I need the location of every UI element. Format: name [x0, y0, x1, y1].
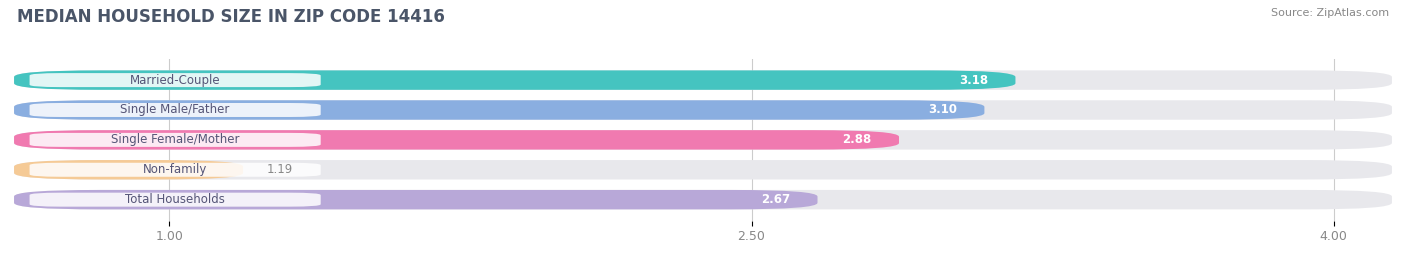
Text: Married-Couple: Married-Couple — [129, 74, 221, 87]
FancyBboxPatch shape — [14, 100, 984, 120]
FancyBboxPatch shape — [14, 130, 1392, 150]
Text: 3.18: 3.18 — [959, 74, 988, 87]
FancyBboxPatch shape — [30, 103, 321, 117]
FancyBboxPatch shape — [30, 163, 321, 177]
FancyBboxPatch shape — [14, 160, 243, 179]
Text: Single Female/Mother: Single Female/Mother — [111, 133, 239, 146]
Text: Single Male/Father: Single Male/Father — [121, 104, 229, 116]
Text: MEDIAN HOUSEHOLD SIZE IN ZIP CODE 14416: MEDIAN HOUSEHOLD SIZE IN ZIP CODE 14416 — [17, 8, 444, 26]
FancyBboxPatch shape — [30, 133, 321, 147]
Text: Non-family: Non-family — [143, 163, 207, 176]
Text: Total Households: Total Households — [125, 193, 225, 206]
FancyBboxPatch shape — [14, 100, 1392, 120]
FancyBboxPatch shape — [14, 130, 898, 150]
Text: 2.88: 2.88 — [842, 133, 872, 146]
FancyBboxPatch shape — [30, 193, 321, 207]
Text: 2.67: 2.67 — [761, 193, 790, 206]
FancyBboxPatch shape — [30, 73, 321, 87]
FancyBboxPatch shape — [14, 70, 1015, 90]
FancyBboxPatch shape — [14, 70, 1392, 90]
FancyBboxPatch shape — [14, 190, 1392, 209]
Text: Source: ZipAtlas.com: Source: ZipAtlas.com — [1271, 8, 1389, 18]
FancyBboxPatch shape — [14, 190, 817, 209]
FancyBboxPatch shape — [14, 160, 1392, 179]
Text: 1.19: 1.19 — [266, 163, 292, 176]
Text: 3.10: 3.10 — [928, 104, 957, 116]
